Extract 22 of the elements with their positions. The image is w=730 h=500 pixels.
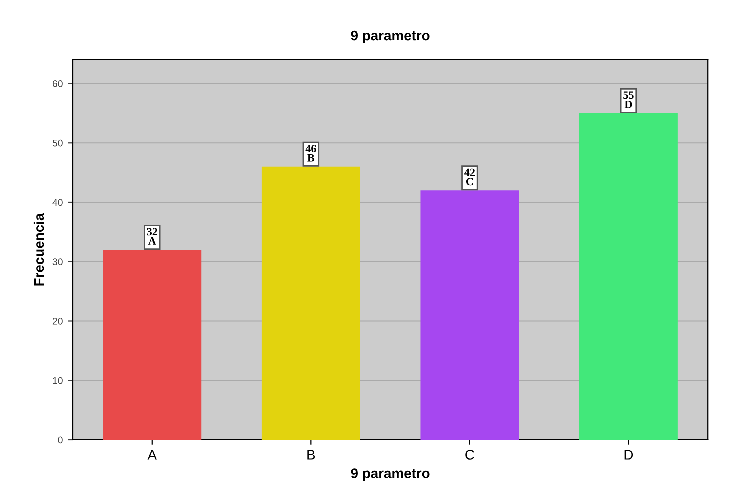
y-tick-label: 10 — [53, 377, 63, 384]
y-tick-label: 50 — [52, 140, 63, 147]
data-label: 42 C — [464, 168, 476, 186]
bar — [579, 113, 678, 440]
y-tick-label: 40 — [52, 199, 63, 206]
y-tick-label: 30 — [52, 258, 63, 266]
bar — [103, 250, 202, 440]
bar — [262, 166, 360, 440]
x-tick-label: D — [624, 450, 634, 460]
x-tick-label: A — [148, 450, 157, 460]
data-label: 46 B — [306, 145, 316, 162]
data-label: 32 A — [147, 228, 158, 245]
x-axis-title: 9 parametro — [351, 468, 430, 482]
data-label: 55 D — [624, 92, 634, 108]
y-tick-label: 60 — [52, 80, 63, 88]
y-tick-label: 20 — [52, 318, 63, 325]
y-axis-title: Frecuencia — [34, 213, 44, 286]
bar — [420, 190, 520, 440]
y-tick-label: 0 — [58, 436, 63, 444]
x-tick-label: C — [466, 450, 474, 460]
x-tick-label: B — [308, 450, 316, 460]
chart-title: 9 parametro — [351, 30, 430, 44]
